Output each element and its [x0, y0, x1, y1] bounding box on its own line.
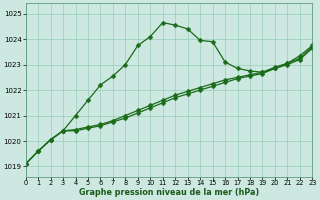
X-axis label: Graphe pression niveau de la mer (hPa): Graphe pression niveau de la mer (hPa) [79, 188, 259, 197]
